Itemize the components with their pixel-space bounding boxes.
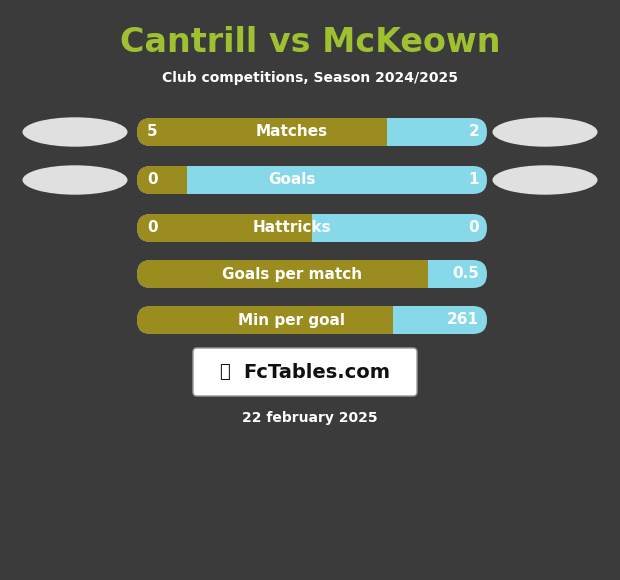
Text: 261: 261 [447,313,479,328]
Text: 0: 0 [147,172,157,187]
FancyBboxPatch shape [137,306,487,334]
Text: Goals: Goals [268,172,316,187]
Text: 📊: 📊 [219,363,231,381]
Ellipse shape [492,117,598,147]
Text: 2: 2 [468,125,479,140]
Text: Min per goal: Min per goal [239,313,345,328]
Ellipse shape [22,165,128,195]
FancyBboxPatch shape [193,348,417,396]
FancyBboxPatch shape [137,118,487,146]
Text: 5: 5 [147,125,157,140]
Text: Club competitions, Season 2024/2025: Club competitions, Season 2024/2025 [162,71,458,85]
Text: 0: 0 [147,220,157,235]
Text: Matches: Matches [256,125,328,140]
Text: FcTables.com: FcTables.com [244,362,391,382]
Text: Hattricks: Hattricks [253,220,331,235]
Text: Goals per match: Goals per match [222,266,362,281]
FancyBboxPatch shape [137,214,487,242]
FancyBboxPatch shape [137,214,487,242]
FancyBboxPatch shape [137,118,487,146]
Text: 22 february 2025: 22 february 2025 [242,411,378,425]
FancyBboxPatch shape [137,306,487,334]
Text: 1: 1 [469,172,479,187]
FancyBboxPatch shape [137,166,487,194]
Text: 0.5: 0.5 [452,266,479,281]
Ellipse shape [22,117,128,147]
FancyBboxPatch shape [137,260,487,288]
Text: Cantrill vs McKeown: Cantrill vs McKeown [120,26,500,59]
Text: 0: 0 [468,220,479,235]
FancyBboxPatch shape [137,260,487,288]
Ellipse shape [492,165,598,195]
FancyBboxPatch shape [137,166,487,194]
